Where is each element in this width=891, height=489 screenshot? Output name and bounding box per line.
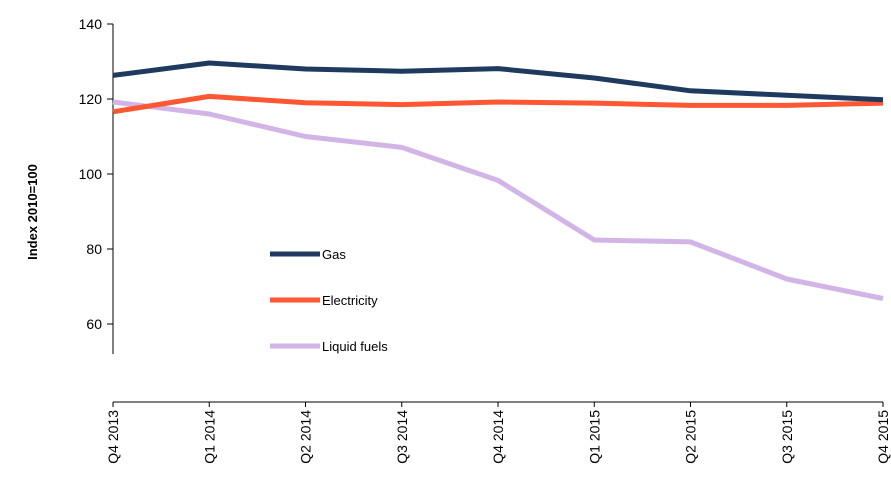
legend-label: Gas [322, 247, 346, 262]
y-tick-label: 100 [79, 166, 103, 182]
x-tick-label: Q1 2014 [201, 410, 217, 464]
series-line-electricity [112, 93, 884, 115]
x-tick-label: Q2 2015 [683, 410, 699, 464]
x-tick-label: Q1 2015 [586, 410, 602, 464]
x-tick-label: Q3 2014 [394, 410, 410, 464]
y-tick-label: 60 [86, 316, 102, 332]
x-tick-label: Q4 2014 [490, 410, 506, 464]
y-tick-label: 120 [79, 91, 103, 107]
legend: Gas Electricity Liquid fuels [270, 247, 388, 354]
y-tick-label: 80 [86, 241, 102, 257]
series-line-liquid-fuels [112, 99, 884, 301]
y-axis-label: Index 2010=100 [25, 164, 40, 260]
y-tick-label: 140 [79, 16, 103, 32]
x-tick-label: Q4 2013 [105, 410, 121, 464]
legend-label: Liquid fuels [322, 339, 388, 354]
series-lines [112, 60, 884, 301]
legend-label: Electricity [322, 293, 378, 308]
x-tick-label: Q2 2014 [298, 410, 314, 464]
y-axis: 60 80 100 120 140 [79, 16, 114, 354]
series-line-gas [112, 60, 884, 103]
x-axis: Q4 2013 Q1 2014 Q2 2014 Q3 2014 Q4 2014 Q1 20… [105, 401, 891, 464]
x-tick-label: Q3 2015 [779, 410, 795, 464]
x-tick-label: Q4 2015 [875, 410, 891, 464]
